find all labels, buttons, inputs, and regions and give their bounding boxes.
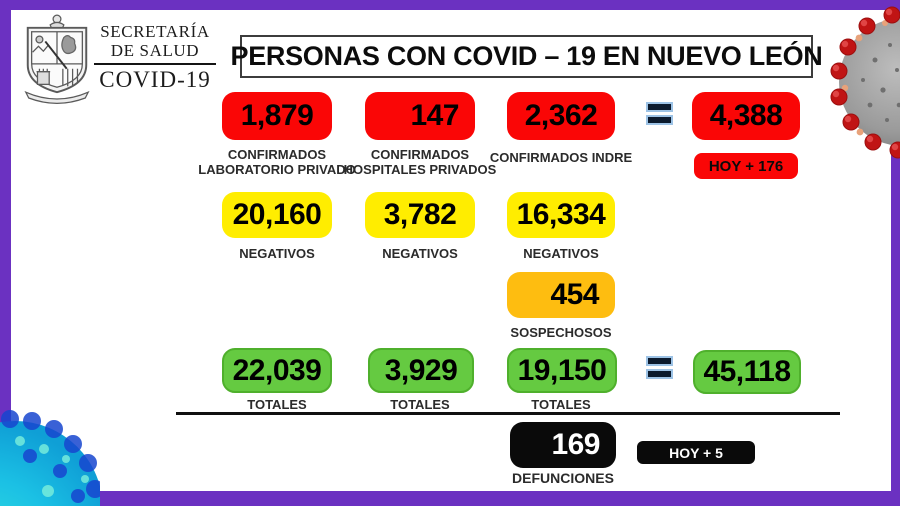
coronavirus-icon-red <box>830 6 900 159</box>
confirmed-private-lab-value: 1,879 <box>222 92 332 140</box>
negatives-label-2: NEGATIVOS <box>382 246 458 261</box>
totals-label-2: TOTALES <box>390 397 450 412</box>
negatives-indre-value: 16,334 <box>507 192 615 238</box>
totals-private-hospitals-value: 3,929 <box>368 348 474 393</box>
logo-divider <box>94 63 216 65</box>
totals-indre-value: 19,150 <box>507 348 617 393</box>
suspects-label: SOSPECHOSOS <box>510 325 612 340</box>
divider-line <box>176 412 840 415</box>
logo-secretaria-line2: DE SALUD <box>110 41 200 60</box>
confirmed-private-hospitals-label: CONFIRMADOS HOSPITALES PRIVADOS <box>343 147 497 177</box>
confirmed-today-badge: HOY + 176 <box>694 153 798 179</box>
coronavirus-icon-blue <box>0 410 100 506</box>
suspects-value: 454 <box>507 272 615 318</box>
confirmed-private-hospitals-value: 147 <box>365 92 475 140</box>
totals-private-lab-value: 22,039 <box>222 348 332 393</box>
logo-covid19-text: COVID-19 <box>99 67 211 92</box>
deaths-value: 169 <box>510 422 616 468</box>
logo-secretaria-line1: SECRETARÍA <box>100 22 210 41</box>
totals-total-value: 45,118 <box>693 350 801 394</box>
equals-icon <box>646 102 673 125</box>
negatives-private-hospitals-value: 3,782 <box>365 192 475 238</box>
negatives-private-lab-value: 20,160 <box>222 192 332 238</box>
confirmed-private-lab-label: CONFIRMADOS LABORATORIO PRIVADO <box>198 147 356 177</box>
equals-icon-2 <box>646 356 673 379</box>
deaths-today-badge: HOY + 5 <box>637 441 755 464</box>
confirmed-indre-label: CONFIRMADOS INDRE <box>489 150 633 165</box>
confirmed-total-value: 4,388 <box>692 92 800 140</box>
totals-label-3: TOTALES <box>531 397 591 412</box>
nuevo-leon-coat-of-arms <box>24 14 90 104</box>
page-title: PERSONAS CON COVID – 19 EN NUEVO LEÓN <box>230 35 823 78</box>
confirmed-indre-value: 2,362 <box>507 92 615 140</box>
negatives-label-3: NEGATIVOS <box>523 246 599 261</box>
secretaria-de-salud-logo: SECRETARÍA DE SALUD COVID-19 <box>92 22 218 93</box>
totals-label-1: TOTALES <box>247 397 307 412</box>
negatives-label-1: NEGATIVOS <box>239 246 315 261</box>
deaths-label: DEFUNCIONES <box>512 470 614 486</box>
